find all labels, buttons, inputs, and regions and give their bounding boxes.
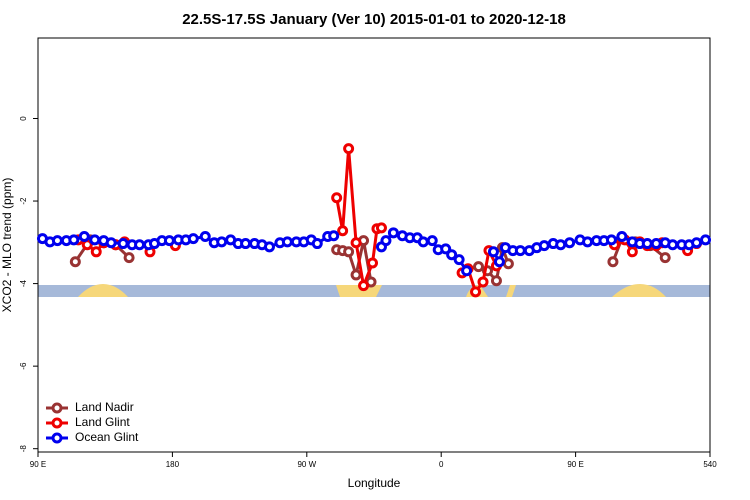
point	[564, 237, 576, 249]
point	[281, 236, 293, 248]
y-tick-label: -4	[19, 279, 28, 287]
point	[51, 235, 63, 247]
y-tick-label: -2	[19, 197, 28, 205]
x-tick-label: 0	[439, 460, 444, 469]
y-tick-label: -8	[19, 445, 28, 453]
point	[343, 246, 355, 258]
legend-label: Land Nadir	[75, 400, 134, 414]
point	[163, 235, 175, 247]
point	[328, 230, 340, 242]
point	[78, 231, 90, 243]
y-tick-label: -6	[19, 362, 28, 370]
plot-frame	[37, 37, 711, 453]
point	[123, 252, 135, 264]
point	[650, 238, 662, 250]
point	[90, 246, 102, 258]
point	[487, 246, 499, 258]
point	[69, 256, 81, 268]
point	[89, 234, 101, 246]
point	[240, 238, 252, 250]
point	[473, 261, 485, 273]
point	[387, 227, 399, 239]
point	[199, 231, 211, 243]
point	[582, 236, 594, 248]
point	[555, 239, 567, 251]
x-tick-label: 180	[166, 460, 180, 469]
point	[502, 258, 514, 270]
x-tick-label: 90 W	[297, 460, 316, 469]
point	[446, 249, 458, 261]
point	[461, 265, 473, 277]
series-line	[77, 148, 698, 296]
point	[605, 234, 617, 246]
x-tick-label: 540	[703, 460, 717, 469]
point	[216, 236, 228, 248]
point	[470, 286, 482, 298]
point	[68, 234, 80, 246]
point	[659, 252, 671, 264]
point	[641, 238, 653, 250]
point	[493, 256, 505, 268]
x-axis-label: Longitude	[348, 476, 401, 490]
point	[263, 241, 275, 253]
y-tick-label: 0	[19, 116, 28, 121]
point	[331, 192, 343, 204]
point	[134, 239, 146, 251]
point	[477, 276, 489, 288]
point	[667, 239, 679, 251]
legend-marker	[51, 432, 63, 444]
y-axis-label: XCO2 - MLO trend (ppm)	[0, 178, 14, 313]
point	[616, 231, 628, 243]
point	[538, 240, 550, 252]
chart-title: 22.5S-17.5S January (Ver 10) 2015-01-01 …	[182, 11, 566, 28]
point	[187, 233, 199, 245]
legend-marker	[51, 402, 63, 414]
point	[626, 246, 638, 258]
point	[350, 237, 362, 249]
point	[375, 222, 387, 234]
point	[367, 257, 379, 269]
point	[490, 275, 502, 287]
point	[691, 237, 703, 249]
point	[426, 235, 438, 247]
point	[311, 238, 323, 250]
point	[453, 254, 465, 266]
point	[117, 238, 129, 250]
x-tick-label: 90 E	[30, 460, 46, 469]
point	[607, 256, 619, 268]
legend-label: Ocean Glint	[75, 430, 139, 444]
legend-marker	[51, 417, 63, 429]
point	[380, 235, 392, 247]
point	[358, 280, 370, 292]
point	[337, 225, 349, 237]
point	[514, 245, 526, 257]
point	[417, 236, 429, 248]
x-tick-label: 90 E	[567, 460, 583, 469]
point	[350, 269, 362, 281]
point	[105, 237, 117, 249]
legend-label: Land Glint	[75, 415, 130, 429]
point	[700, 234, 712, 246]
point	[343, 143, 355, 155]
